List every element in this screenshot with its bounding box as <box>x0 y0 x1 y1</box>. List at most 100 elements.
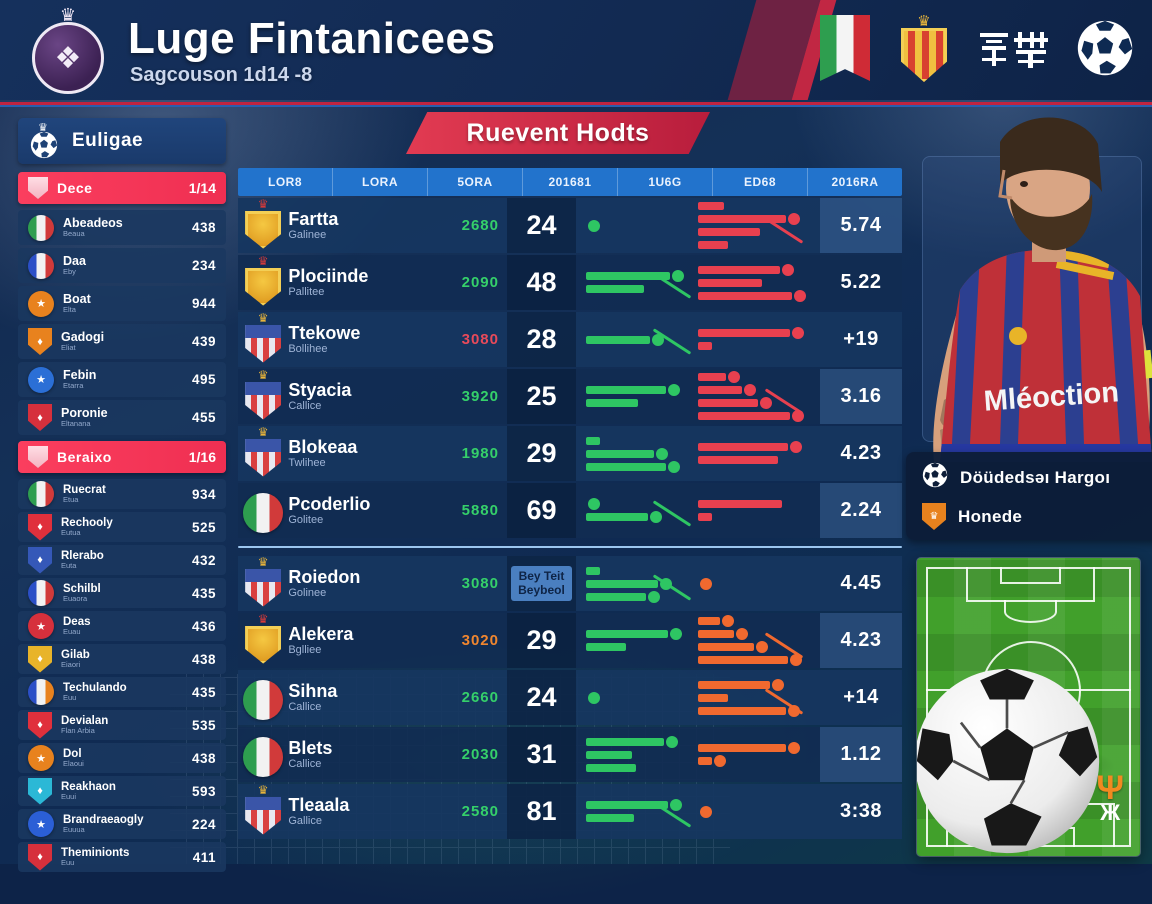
team-name: Boat <box>63 293 91 306</box>
big-number: 81 <box>526 796 557 826</box>
stat-value: 3080 <box>461 575 499 592</box>
club-name: Styacia <box>288 379 352 400</box>
team-flag-icon <box>28 252 54 279</box>
sidebar-team-row[interactable]: Ruecrat Etua 934 <box>18 479 226 509</box>
sparkline-side <box>698 577 810 590</box>
column-header: 5ORA <box>428 168 523 196</box>
row-value: 1.12 <box>840 743 882 765</box>
team-name: Deas <box>63 616 91 629</box>
soccer-ball-icon <box>1076 19 1134 82</box>
stats-table-row[interactable]: Pcoderlio Golitee 5880 69 2.24 <box>238 483 902 538</box>
stats-table-row[interactable]: Blets Callice 2030 31 1.12 <box>238 727 902 782</box>
team-crest-icon: ♦ <box>28 645 52 673</box>
sidebar-section-header[interactable]: Dece 1/14 <box>18 172 226 204</box>
page-title: Luge Fintanicees <box>128 14 496 63</box>
sidebar-team-row[interactable]: Daa Eby 234 <box>18 248 226 283</box>
big-number: 24 <box>526 210 557 240</box>
club-name: Fartta <box>288 208 339 229</box>
sidebar-team-row[interactable]: ★ Boat Elta 944 <box>18 286 226 321</box>
sidebar-team-row[interactable]: ♦ Poronie Eltanana 455 <box>18 400 226 435</box>
team-sub: Euu <box>63 694 77 702</box>
cjk-text <box>978 30 1050 70</box>
sidebar-team-row[interactable]: ♦ Reakhaon Euui 593 <box>18 776 226 806</box>
club-sub: Pallitee <box>288 286 325 299</box>
club-name: Pcoderlio <box>288 493 371 514</box>
club-sub: Callice <box>288 400 322 413</box>
big-number: 24 <box>526 682 557 712</box>
sidebar-team-row[interactable]: Techulando Euu 435 <box>18 677 226 707</box>
sidebar-team-row[interactable]: ♦ Rlerabo Euta 432 <box>18 545 226 575</box>
stats-table-row[interactable]: ♛ Styacia Callice 3920 25 3.16 <box>238 369 902 424</box>
player-info-row[interactable]: Döüdedsəı Hargoı <box>922 462 1152 493</box>
value-cell: 4.23 <box>819 613 902 668</box>
stat-value: 2090 <box>461 274 499 291</box>
trend-sparkline <box>576 327 820 355</box>
club-crest-icon: ♛ <box>242 426 284 478</box>
team-value: 525 <box>191 519 216 535</box>
team-name: Daa <box>63 255 86 268</box>
team-badge-icon: ★ <box>28 290 54 317</box>
penalty-arc-top <box>1003 599 1058 623</box>
stats-table-row[interactable]: ♛ Alekera Bglliee 3020 29 4.23 <box>238 613 902 668</box>
big-number-cell: 25 <box>506 369 576 424</box>
team-flag-icon <box>28 214 54 241</box>
team-name: Rlerabo <box>61 550 104 563</box>
stat-value: 3920 <box>461 388 499 405</box>
sparkline-side <box>585 799 698 828</box>
team-crest-icon: ♦ <box>28 404 52 431</box>
team-name: Brandraeaogly <box>63 814 144 827</box>
stats-table-row[interactable]: ♛ Blokeaa Twlihee 1980 29 4.23 <box>238 426 902 481</box>
stats-table-row[interactable]: ♛ Plociinde Pallitee 2090 48 5.22 <box>238 255 902 310</box>
sidebar-league-header[interactable]: ♛ Euligae <box>18 118 226 164</box>
column-header: 2016RA <box>831 175 879 189</box>
sparkline-side <box>697 500 810 522</box>
sidebar-team-row[interactable]: ♦ Rechooly Eutua 525 <box>18 512 226 542</box>
crown-icon: ♛ <box>257 253 269 268</box>
trend-sparkline <box>576 615 820 666</box>
club-sub: Callice <box>288 758 322 771</box>
sidebar-team-row[interactable]: ★ Febin Etarra 495 <box>18 362 226 397</box>
team-name: Gilab <box>61 649 90 662</box>
row-value: 4.45 <box>840 572 882 594</box>
stats-table-row[interactable]: Sihna Callice 2660 24 +14 <box>238 670 902 725</box>
row-value: 5.74 <box>840 214 882 236</box>
team-crest-icon: ♦ <box>28 328 52 355</box>
section-banner: Ruevent Hodts <box>406 112 710 154</box>
club-sub: Golitee <box>288 514 324 527</box>
sparkline-side <box>585 384 698 408</box>
crown-icon: ♛ <box>59 5 77 25</box>
sidebar-team-row[interactable]: ★ Deas Euau 436 <box>18 611 226 641</box>
sidebar-section-header[interactable]: Beraixo 1/16 <box>18 441 226 473</box>
stats-table-2: ♛ Roiedon Golinee 3080 Bey Teit Beybeol 4.45 ♛ A… <box>238 554 902 839</box>
sidebar-team-list: Abeadeos Beaua 438 Daa Eby 234 ★ Boat Elta 944 ♦ Ga… <box>18 210 226 435</box>
team-name: Reakhaon <box>61 781 116 794</box>
big-number: 29 <box>526 438 557 468</box>
team-sub: Euta <box>61 562 77 570</box>
stats-table-row[interactable]: ♛ Tleaala Gallice 2580 81 3:38 <box>238 784 902 839</box>
sparkline-side <box>585 328 698 355</box>
sidebar-team-row[interactable]: Abeadeos Beaua 438 <box>18 210 226 245</box>
sparkline-side <box>698 805 810 818</box>
club-name: Tleaala <box>288 794 350 815</box>
sidebar-team-row[interactable]: ♦ Devialan Flan Arbia 535 <box>18 710 226 740</box>
club-crest-icon: ♛ <box>242 253 284 307</box>
big-number: 48 <box>526 267 557 297</box>
team-name: Ruecrat <box>63 484 106 497</box>
trend-sparkline <box>576 436 820 473</box>
sidebar-team-row[interactable]: ★ Dol Elaoui 438 <box>18 743 226 773</box>
sidebar-team-row[interactable]: ♦ Theminionts Euu 411 <box>18 842 226 872</box>
sidebar-team-row[interactable]: ♦ Gilab Eiaori 438 <box>18 644 226 674</box>
club-name: Blokeaa <box>288 436 358 457</box>
row-value: 5.22 <box>840 271 882 293</box>
stats-table-row[interactable]: ♛ Fartta Galinee 2680 24 5.74 <box>238 198 902 253</box>
value-cell: 5.74 <box>819 198 902 253</box>
team-value: 435 <box>191 585 216 601</box>
sidebar-team-row[interactable]: ♦ Gadogi Eliat 439 <box>18 324 226 359</box>
stats-table-row[interactable]: ♛ Ttekowe Bollihee 3080 28 +19 <box>238 312 902 367</box>
stats-table-row[interactable]: ♛ Roiedon Golinee 3080 Bey Teit Beybeol 4.45 <box>238 556 902 611</box>
sidebar-team-row[interactable]: Schilbl Euaora 435 <box>18 578 226 608</box>
sidebar-team-row[interactable]: ★ Brandraeaogly Euuua 224 <box>18 809 226 839</box>
sparkline-side <box>585 498 698 527</box>
value-cell: 2.24 <box>819 483 902 538</box>
player-info-row[interactable]: ♛ Honede <box>922 503 1152 530</box>
